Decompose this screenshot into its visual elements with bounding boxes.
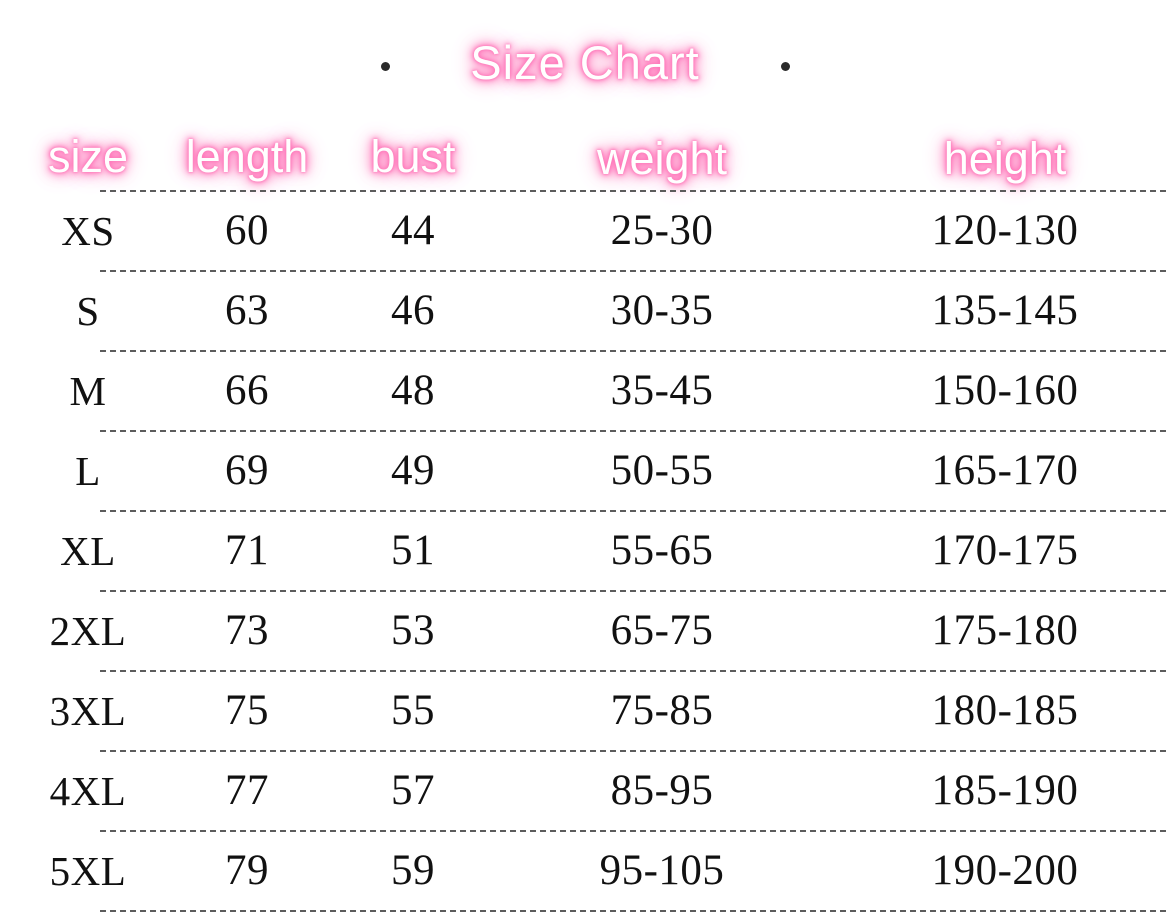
cell-size: XL	[60, 528, 116, 574]
cell-bust: 46	[391, 287, 435, 334]
cell-size: XS	[61, 208, 115, 254]
cell-bust: 48	[391, 367, 435, 414]
table-header-row: size length bust weight height	[0, 98, 1170, 190]
cell-length: 73	[225, 607, 269, 654]
cell-weight: 30-35	[610, 287, 714, 334]
cell-height: 185-190	[931, 767, 1079, 814]
cell-height: 190-200	[931, 847, 1079, 894]
cell-size: 2XL	[49, 608, 127, 654]
bullet-dot-right-icon	[781, 62, 790, 71]
page-title: Size Chart	[470, 36, 700, 89]
table-row: 3XL 75 55 75-85 180-185	[0, 672, 1170, 750]
table-row: XS 60 44 25-30 120-130	[0, 192, 1170, 270]
column-header-bust: bust	[370, 131, 456, 182]
bullet-dot-left-icon	[381, 62, 390, 71]
cell-weight: 65-75	[610, 607, 714, 654]
cell-length: 75	[225, 687, 269, 734]
cell-size: L	[75, 448, 101, 494]
cell-height: 165-170	[931, 447, 1079, 494]
table-row: XL 71 51 55-65 170-175	[0, 512, 1170, 590]
cell-height: 150-160	[931, 367, 1079, 414]
column-header-height: height	[943, 133, 1067, 184]
row-separator	[100, 510, 1166, 512]
table-row: L 69 49 50-55 165-170	[0, 432, 1170, 510]
cell-weight: 85-95	[610, 767, 714, 814]
cell-size: M	[69, 368, 107, 414]
cell-length: 71	[225, 527, 269, 574]
size-chart-table: size length bust weight height XS 60 44 …	[0, 98, 1170, 912]
cell-bust: 44	[391, 207, 435, 254]
cell-size: S	[76, 288, 100, 334]
row-separator	[100, 270, 1166, 272]
cell-height: 180-185	[931, 687, 1079, 734]
chart-title-row: Size Chart	[0, 34, 1170, 98]
cell-weight: 25-30	[610, 207, 714, 254]
row-separator	[100, 670, 1166, 672]
cell-weight: 35-45	[610, 367, 714, 414]
cell-size: 4XL	[49, 768, 127, 814]
column-header-weight: weight	[596, 133, 728, 184]
cell-bust: 49	[391, 447, 435, 494]
cell-height: 170-175	[931, 527, 1079, 574]
cell-height: 120-130	[931, 207, 1079, 254]
cell-length: 79	[225, 847, 269, 894]
cell-bust: 57	[391, 767, 435, 814]
row-separator	[100, 830, 1166, 832]
size-chart-page: { "title": { "text": "Size Chart", "deco…	[0, 34, 1170, 912]
column-header-size: size	[47, 131, 129, 182]
row-separator	[100, 430, 1166, 432]
row-separator	[100, 190, 1166, 192]
cell-length: 66	[225, 367, 269, 414]
row-separator	[100, 590, 1166, 592]
cell-length: 63	[225, 287, 269, 334]
cell-size: 5XL	[49, 848, 127, 894]
cell-weight: 95-105	[599, 847, 725, 894]
cell-bust: 59	[391, 847, 435, 894]
cell-size: 3XL	[49, 688, 127, 734]
cell-height: 135-145	[931, 287, 1079, 334]
row-separator	[100, 750, 1166, 752]
cell-weight: 75-85	[610, 687, 714, 734]
cell-length: 69	[225, 447, 269, 494]
cell-weight: 55-65	[610, 527, 714, 574]
cell-length: 60	[225, 207, 269, 254]
table-row: 5XL 79 59 95-105 190-200	[0, 832, 1170, 910]
cell-weight: 50-55	[610, 447, 714, 494]
cell-length: 77	[225, 767, 269, 814]
column-header-length: length	[185, 131, 309, 182]
cell-bust: 55	[391, 687, 435, 734]
cell-bust: 51	[391, 527, 435, 574]
table-row: M 66 48 35-45 150-160	[0, 352, 1170, 430]
table-row: 2XL 73 53 65-75 175-180	[0, 592, 1170, 670]
cell-bust: 53	[391, 607, 435, 654]
cell-height: 175-180	[931, 607, 1079, 654]
row-separator	[100, 350, 1166, 352]
table-row: 4XL 77 57 85-95 185-190	[0, 752, 1170, 830]
table-row: S 63 46 30-35 135-145	[0, 272, 1170, 350]
